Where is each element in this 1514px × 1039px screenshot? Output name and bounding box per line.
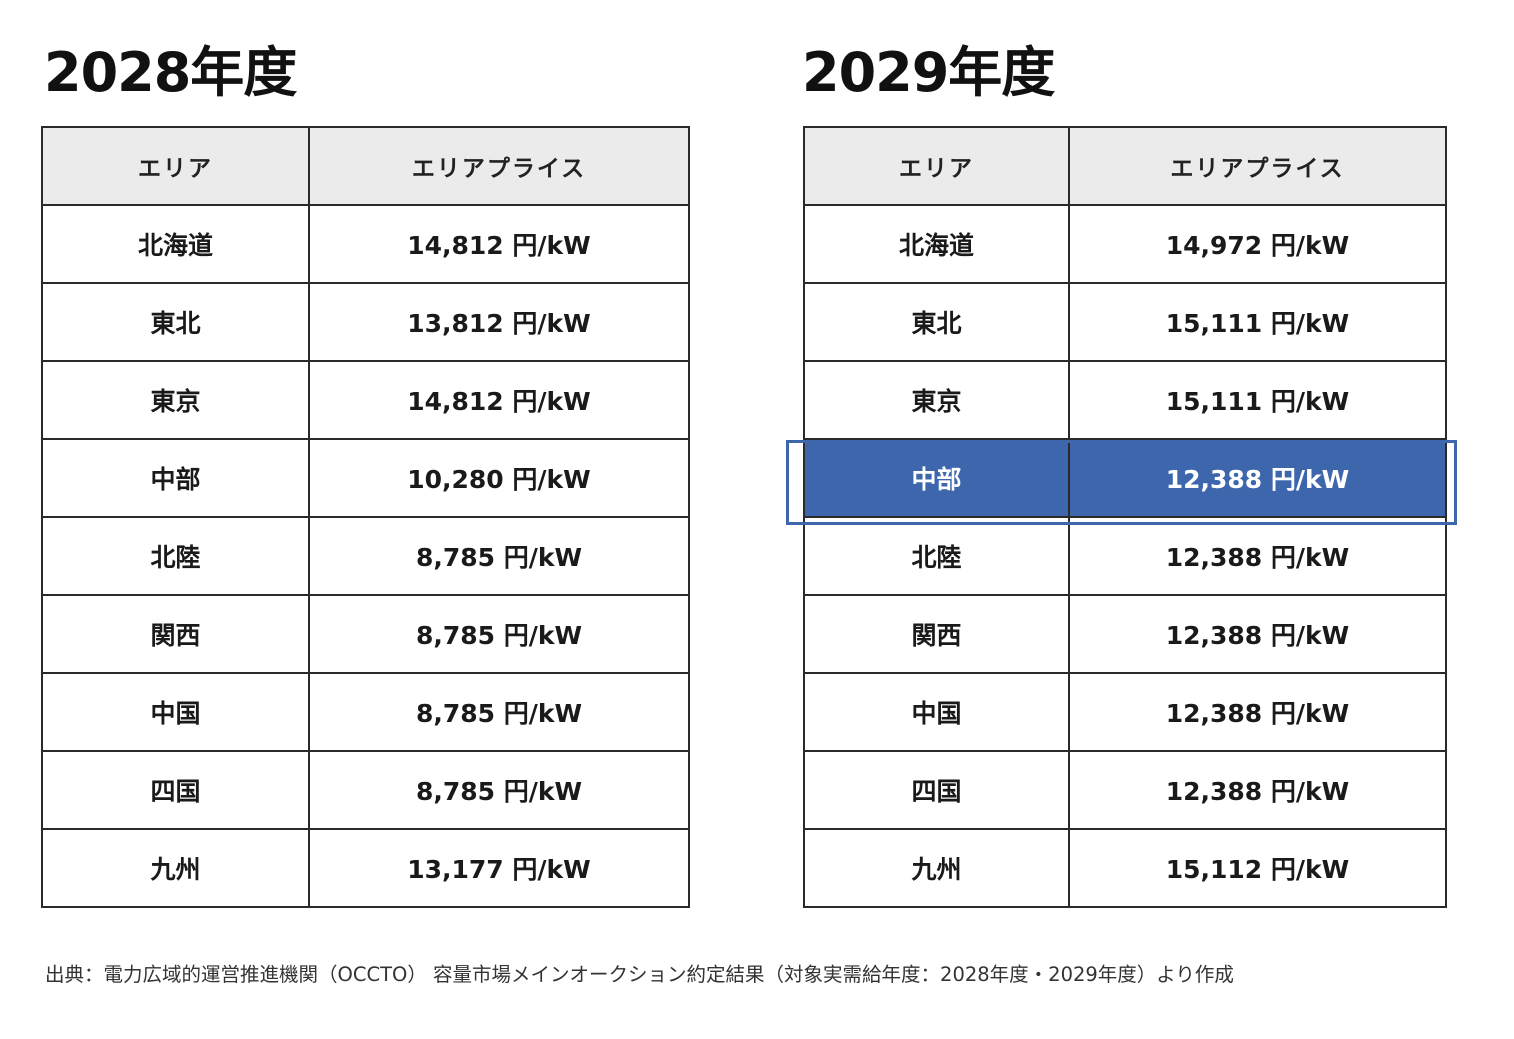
table-row: 九州 13,177 円/kW (41, 828, 690, 908)
area-cell: 中部 (41, 438, 310, 518)
price-cell: 14,812 円/kW (308, 360, 690, 440)
area-cell: 九州 (41, 828, 310, 908)
table-row: 九州 15,112 円/kW (803, 828, 1447, 908)
price-cell: 14,812 円/kW (308, 204, 690, 284)
price-cell: 15,111 円/kW (1068, 282, 1447, 362)
table-header-row: エリア エリアプライス (41, 126, 690, 206)
price-cell: 12,388 円/kW (1068, 516, 1447, 596)
price-cell: 12,388 円/kW (1068, 750, 1447, 830)
area-cell: 東北 (803, 282, 1070, 362)
source-note: 出典：電力広域的運営推進機関（OCCTO） 容量市場メインオークション約定結果（… (45, 963, 1234, 986)
price-cell: 15,112 円/kW (1068, 828, 1447, 908)
area-cell: 関西 (803, 594, 1070, 674)
table-title-2029: 2029年度 (802, 41, 1055, 104)
price-table-2029: エリア エリアプライス 北海道 14,972 円/kW 東北 15,111 円/kW… (803, 126, 1447, 908)
table-row: 東京 14,812 円/kW (41, 360, 690, 440)
table-row: 北海道 14,972 円/kW (803, 204, 1447, 284)
table-row: 四国 8,785 円/kW (41, 750, 690, 830)
area-cell: 四国 (41, 750, 310, 830)
table-row: 中部 10,280 円/kW (41, 438, 690, 518)
column-header-price: エリアプライス (1068, 126, 1447, 206)
table-row: 中国 12,388 円/kW (803, 672, 1447, 752)
table-row: 四国 12,388 円/kW (803, 750, 1447, 830)
table-title-2028: 2028年度 (44, 41, 297, 104)
table-header-row: エリア エリアプライス (803, 126, 1447, 206)
price-cell: 8,785 円/kW (308, 516, 690, 596)
price-cell: 14,972 円/kW (1068, 204, 1447, 284)
area-cell: 九州 (803, 828, 1070, 908)
price-cell: 15,111 円/kW (1068, 360, 1447, 440)
area-cell: 北海道 (803, 204, 1070, 284)
price-cell-highlighted: 12,388 円/kW (1068, 438, 1447, 518)
table-row: 北陸 8,785 円/kW (41, 516, 690, 596)
area-cell: 東北 (41, 282, 310, 362)
table-row: 関西 8,785 円/kW (41, 594, 690, 674)
area-cell: 四国 (803, 750, 1070, 830)
area-cell: 中国 (803, 672, 1070, 752)
table-row: 関西 12,388 円/kW (803, 594, 1447, 674)
price-cell: 8,785 円/kW (308, 594, 690, 674)
table-row: 東京 15,111 円/kW (803, 360, 1447, 440)
area-cell: 東京 (803, 360, 1070, 440)
table-row: 東北 13,812 円/kW (41, 282, 690, 362)
area-cell: 東京 (41, 360, 310, 440)
price-cell: 12,388 円/kW (1068, 594, 1447, 674)
price-cell: 13,177 円/kW (308, 828, 690, 908)
column-header-area: エリア (803, 126, 1070, 206)
price-cell: 8,785 円/kW (308, 672, 690, 752)
column-header-price: エリアプライス (308, 126, 690, 206)
area-cell: 中国 (41, 672, 310, 752)
price-table-2028: エリア エリアプライス 北海道 14,812 円/kW 東北 13,812 円/kW… (41, 126, 690, 908)
table-row: 東北 15,111 円/kW (803, 282, 1447, 362)
table-row-highlighted: 中部 12,388 円/kW (803, 438, 1447, 518)
area-cell: 北海道 (41, 204, 310, 284)
price-cell: 13,812 円/kW (308, 282, 690, 362)
price-cell: 12,388 円/kW (1068, 672, 1447, 752)
table-row: 北陸 12,388 円/kW (803, 516, 1447, 596)
area-cell: 関西 (41, 594, 310, 674)
area-cell: 北陸 (803, 516, 1070, 596)
table-row: 中国 8,785 円/kW (41, 672, 690, 752)
price-cell: 10,280 円/kW (308, 438, 690, 518)
area-cell-highlighted: 中部 (803, 438, 1070, 518)
table-row: 北海道 14,812 円/kW (41, 204, 690, 284)
price-cell: 8,785 円/kW (308, 750, 690, 830)
area-cell: 北陸 (41, 516, 310, 596)
column-header-area: エリア (41, 126, 310, 206)
